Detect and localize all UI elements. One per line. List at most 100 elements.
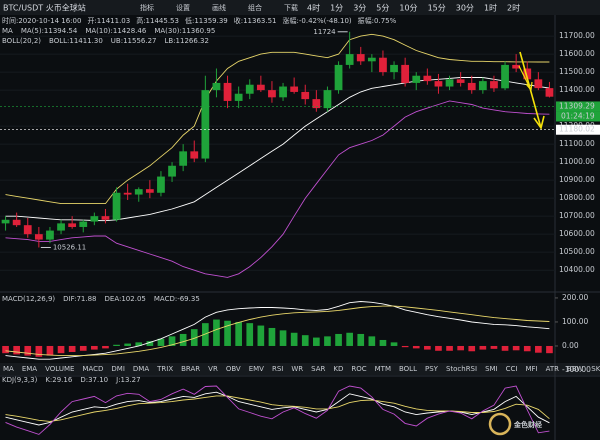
min-label: 10526.11 — [53, 243, 86, 251]
candle-body — [423, 75, 432, 82]
interval-button[interactable]: 10分 — [399, 4, 417, 13]
macd-bar — [168, 336, 176, 346]
indicator-legend: MA — [2, 27, 13, 35]
indicator-tab[interactable]: SKDJ — [591, 365, 600, 373]
indicator-tab[interactable]: StochRSI — [446, 365, 477, 373]
indicator-tab[interactable]: EMV — [249, 365, 264, 373]
candle-body — [434, 81, 443, 87]
candle-body — [390, 64, 398, 73]
ohlc-info: 时间:2020-10-14 16:00 — [2, 16, 81, 25]
kdj-line — [5, 391, 550, 426]
candle-body — [256, 84, 265, 91]
indicator-tab[interactable]: RSI — [272, 365, 283, 373]
indicator-tab[interactable]: SAR — [311, 365, 325, 373]
dea-line — [5, 305, 550, 357]
candle-body — [123, 192, 132, 195]
indicator-tab[interactable]: VOLUME — [45, 365, 74, 373]
macd-bar — [313, 337, 320, 346]
macd-bar — [124, 343, 131, 346]
indicator-tab[interactable]: MTM — [375, 365, 391, 373]
price-tag: 11180.02 — [559, 125, 595, 134]
macd-bar — [324, 336, 331, 346]
macd-bar — [368, 336, 376, 346]
candle-body — [456, 79, 465, 83]
kdj-line — [5, 395, 550, 422]
indicator-tab[interactable]: WR — [291, 365, 303, 373]
indicator-legend: K:29.16 — [45, 376, 73, 384]
candle-body — [501, 64, 509, 89]
candle-body — [212, 82, 221, 91]
indicator-tab[interactable]: DMI — [111, 365, 125, 373]
macd-bar — [24, 345, 32, 356]
y-tick-label: 11600.00 — [559, 49, 595, 58]
candle-body — [201, 90, 210, 159]
toolbar-button: 设置 — [176, 3, 190, 12]
y-tick-label: 10500.00 — [559, 247, 595, 256]
indicator-tab[interactable]: DMA — [133, 365, 149, 373]
indicator-tab[interactable]: CCI — [506, 365, 518, 373]
interval-button[interactable]: 15分 — [428, 4, 446, 13]
indicator-line — [5, 100, 550, 278]
macd-bar — [435, 345, 442, 351]
y-tick-label: 11400.00 — [559, 85, 595, 94]
indicator-tab[interactable]: ROC — [351, 365, 366, 373]
macd-bar — [91, 345, 98, 350]
interval-button[interactable]: 30分 — [456, 4, 474, 13]
indicator-legend: D:37.10 — [80, 376, 108, 384]
y-tick-label: 11700.00 — [559, 31, 595, 40]
macd-bar — [446, 345, 453, 351]
indicator-tab[interactable]: TRIX — [156, 365, 173, 373]
indicator-tab[interactable]: ATR — [546, 365, 560, 373]
indicator-legend: MACD:-69.35 — [154, 295, 200, 303]
macd-bar — [412, 345, 420, 349]
indicator-tab[interactable]: BRAR — [181, 365, 200, 373]
macd-bar — [2, 345, 9, 354]
candle-body — [478, 81, 487, 91]
indicator-tab[interactable]: PSY — [425, 365, 439, 373]
kdj-line — [5, 385, 550, 435]
annotation-arrow — [518, 65, 533, 92]
indicator-legend: LB:11266.32 — [164, 37, 208, 45]
indicator-legend: BOLL(20,2) — [2, 37, 41, 45]
y-tick-label: 11100.00 — [559, 139, 595, 148]
interval-button[interactable]: 3分 — [353, 4, 366, 13]
macd-bar — [224, 320, 231, 346]
interval-button[interactable]: 1时 — [484, 3, 497, 13]
macd-bar — [279, 330, 287, 346]
candle-body — [23, 225, 32, 235]
indicator-tab[interactable]: EMA — [22, 365, 37, 373]
indicator-legend: MA(30):11360.95 — [154, 27, 215, 35]
candle-body — [57, 223, 65, 231]
candle-body — [34, 234, 43, 240]
candle-body — [157, 176, 165, 193]
macd-bar — [501, 345, 509, 351]
interval-button[interactable]: 5分 — [376, 4, 389, 13]
interval-button[interactable]: 2时 — [507, 3, 520, 13]
indicator-tab[interactable]: MFI — [525, 365, 537, 373]
candle-body — [356, 54, 365, 62]
indicator-legend: J:13.27 — [115, 376, 140, 384]
indicator-tab[interactable]: BBW — [567, 365, 583, 373]
toolbar-button: 组合 — [248, 3, 262, 12]
toolbar-button: 画线 — [212, 3, 226, 12]
ohlc-info: 涨幅:-0.42%(-48.10) — [283, 16, 352, 25]
candle-body — [179, 151, 188, 166]
indicator-tab[interactable]: MACD — [82, 365, 103, 373]
indicator-tab[interactable]: KD — [333, 365, 343, 373]
macd-bar — [490, 345, 498, 349]
indicator-tab[interactable]: VR — [208, 365, 218, 373]
indicator-legend: DIF:71.88 — [63, 295, 96, 303]
indicator-tab[interactable]: SMI — [485, 365, 498, 373]
candle-body — [379, 57, 387, 73]
candle-body — [145, 189, 154, 193]
interval-button[interactable]: 4时 — [307, 3, 320, 13]
interval-button[interactable]: 1分 — [330, 4, 343, 13]
indicator-tab[interactable]: BOLL — [399, 365, 417, 373]
indicator-line — [5, 33, 550, 205]
indicator-tab[interactable]: OBV — [226, 365, 241, 373]
indicator-legend: MA(5):11394.54 — [21, 27, 78, 35]
price-tag-bg — [556, 124, 600, 135]
indicator-tab[interactable]: MA — [3, 365, 14, 373]
macd-bar — [213, 319, 220, 346]
toolbar-button: 指标 — [140, 3, 154, 12]
